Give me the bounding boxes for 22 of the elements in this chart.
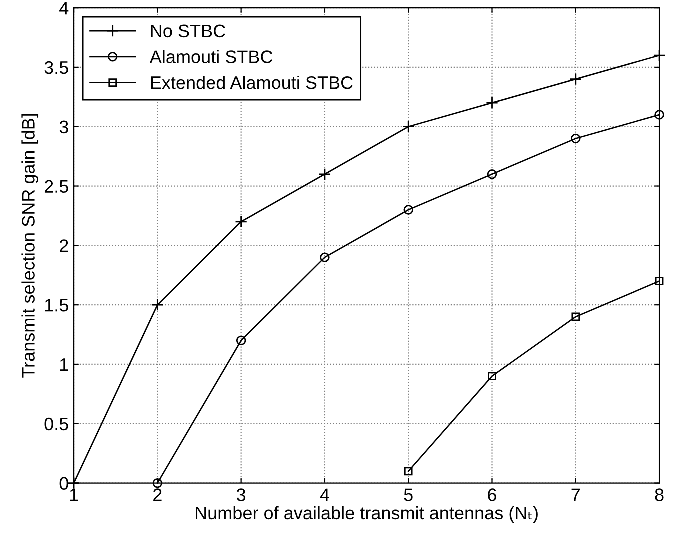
y-tick-label: 1.5 [45,299,68,312]
y-tick-label: 3 [60,120,68,134]
x-tick-label: 8 [655,488,664,502]
y-tick-label: 2 [60,240,68,252]
y-axis-title: Transmit selection SNR gain [dB] [22,114,39,378]
x-tick-label: 1 [70,488,78,502]
x-tick-label: 4 [320,488,330,502]
x-tick-label: 5 [404,488,413,502]
y-tick-label: 2.5 [44,180,68,193]
y-tick-label: 4 [60,2,69,15]
x-tick-label: 6 [488,488,496,502]
x-axis-title: Number of available transmit antennas (Nₜ) [196,506,538,524]
y-tick-label: 3.5 [44,61,68,74]
legend-label: Alamouti STBC [150,50,273,64]
x-tick-label: 2 [154,488,162,502]
legend-label: No STBC [151,24,226,38]
y-tick-label: 1 [60,358,68,372]
legend-label: Extended Alamouti STBC [151,76,353,90]
y-tick-label: 0.5 [44,418,68,431]
y-tick-label: 0 [60,477,68,490]
x-tick-label: 7 [572,488,580,502]
x-tick-label: 3 [236,488,246,502]
